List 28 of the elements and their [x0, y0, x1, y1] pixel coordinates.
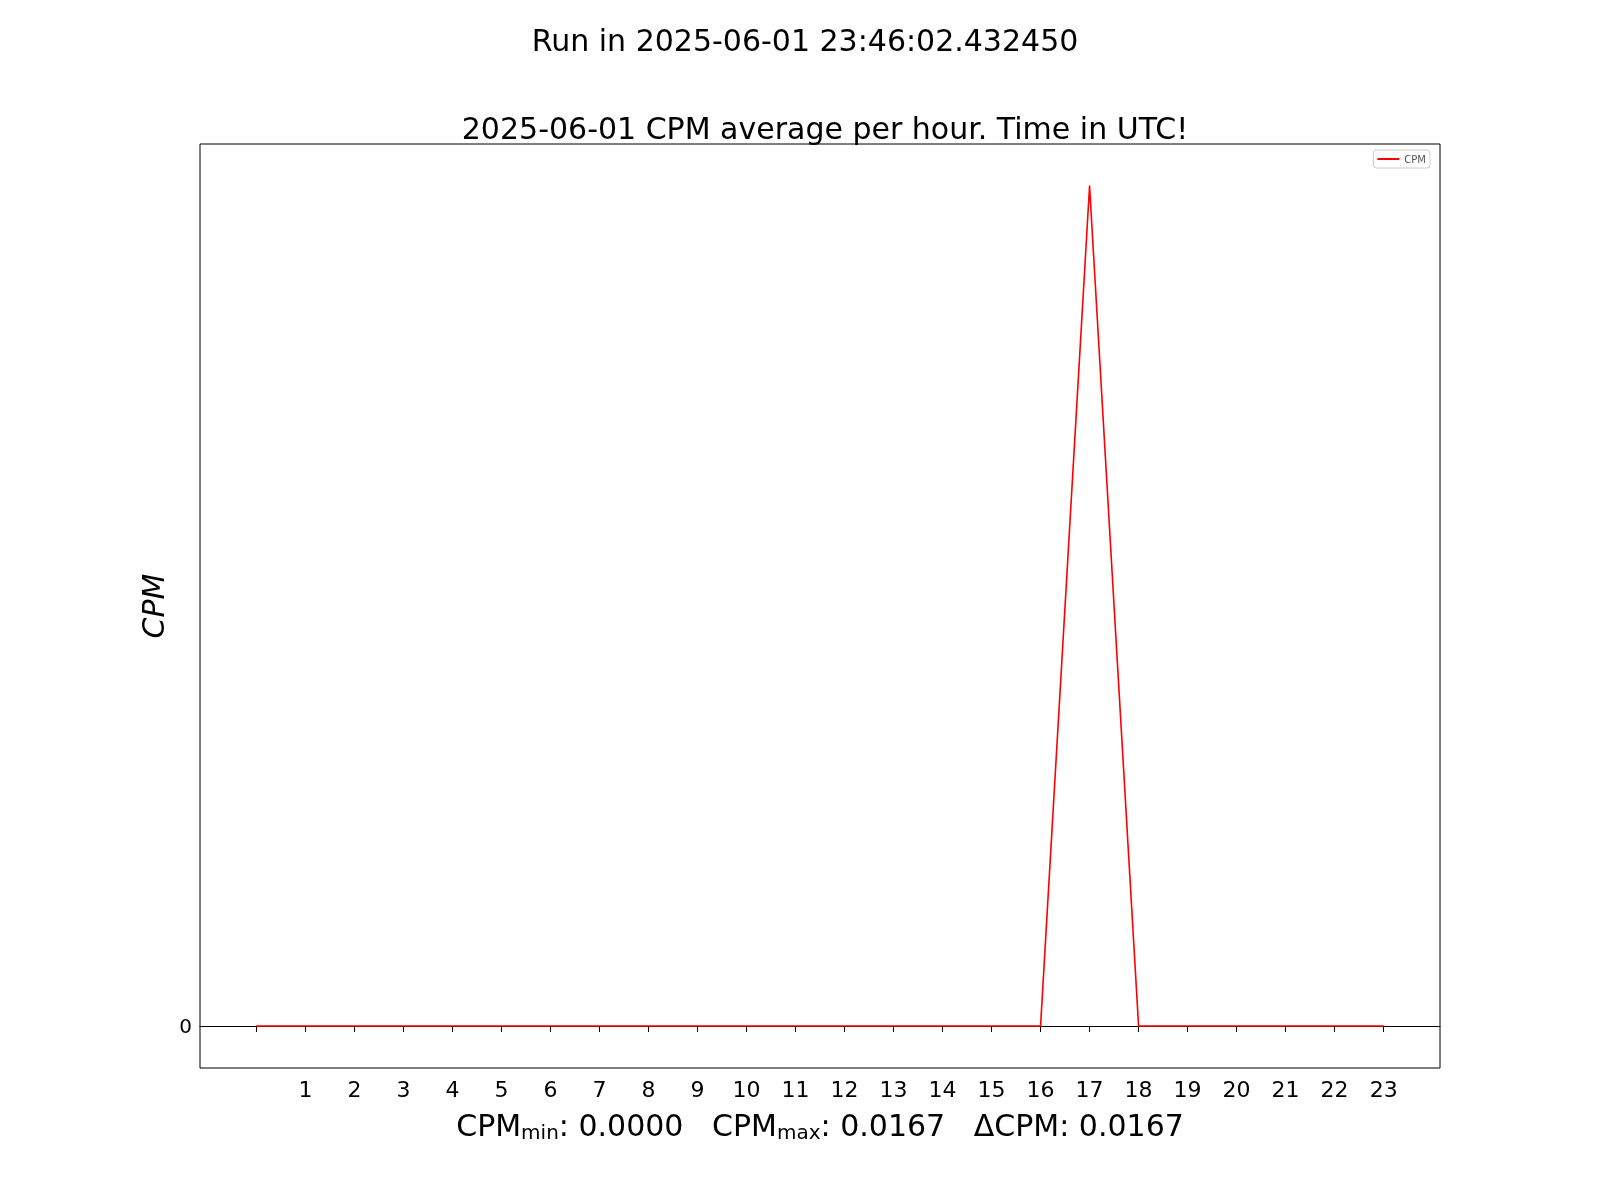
x-tick-label: 12 [830, 1076, 859, 1102]
x-tick-label: 7 [592, 1076, 607, 1102]
x-tick-label: 19 [1173, 1076, 1202, 1102]
x-tick-label: 6 [543, 1076, 558, 1102]
x-tick-label: 20 [1222, 1076, 1251, 1102]
x-tick-label: 23 [1369, 1076, 1398, 1102]
x-tick-label: 15 [977, 1076, 1006, 1102]
chart-title: Run in 2025-06-01 23:46:02.432450 [531, 22, 1079, 58]
x-tick-label: 11 [781, 1076, 810, 1102]
x-tick-label: 8 [641, 1076, 656, 1102]
x-tick-label: 21 [1271, 1076, 1300, 1102]
x-tick-label: 13 [879, 1076, 908, 1102]
y-axis-title: CPM [135, 573, 171, 639]
x-tick-label: 5 [494, 1076, 509, 1102]
chart-subtitle: 2025-06-01 CPM average per hour. Time in UTC! [461, 110, 1189, 146]
ref-line-label: 0 [179, 1014, 192, 1038]
x-tick-label: 4 [445, 1076, 460, 1102]
x-tick-label: 3 [396, 1076, 411, 1102]
x-tick-label: 10 [732, 1076, 761, 1102]
x-tick-label: 17 [1075, 1076, 1104, 1102]
x-tick-label: 16 [1026, 1076, 1055, 1102]
x-tick-label: 9 [690, 1076, 705, 1102]
x-tick-label: 2 [347, 1076, 362, 1102]
x-tick-label: 18 [1124, 1076, 1153, 1102]
x-tick-label: 22 [1320, 1076, 1349, 1102]
legend-label: CPM [1404, 153, 1426, 165]
x-tick-label: 14 [928, 1076, 957, 1102]
x-tick-label: 1 [298, 1076, 313, 1102]
